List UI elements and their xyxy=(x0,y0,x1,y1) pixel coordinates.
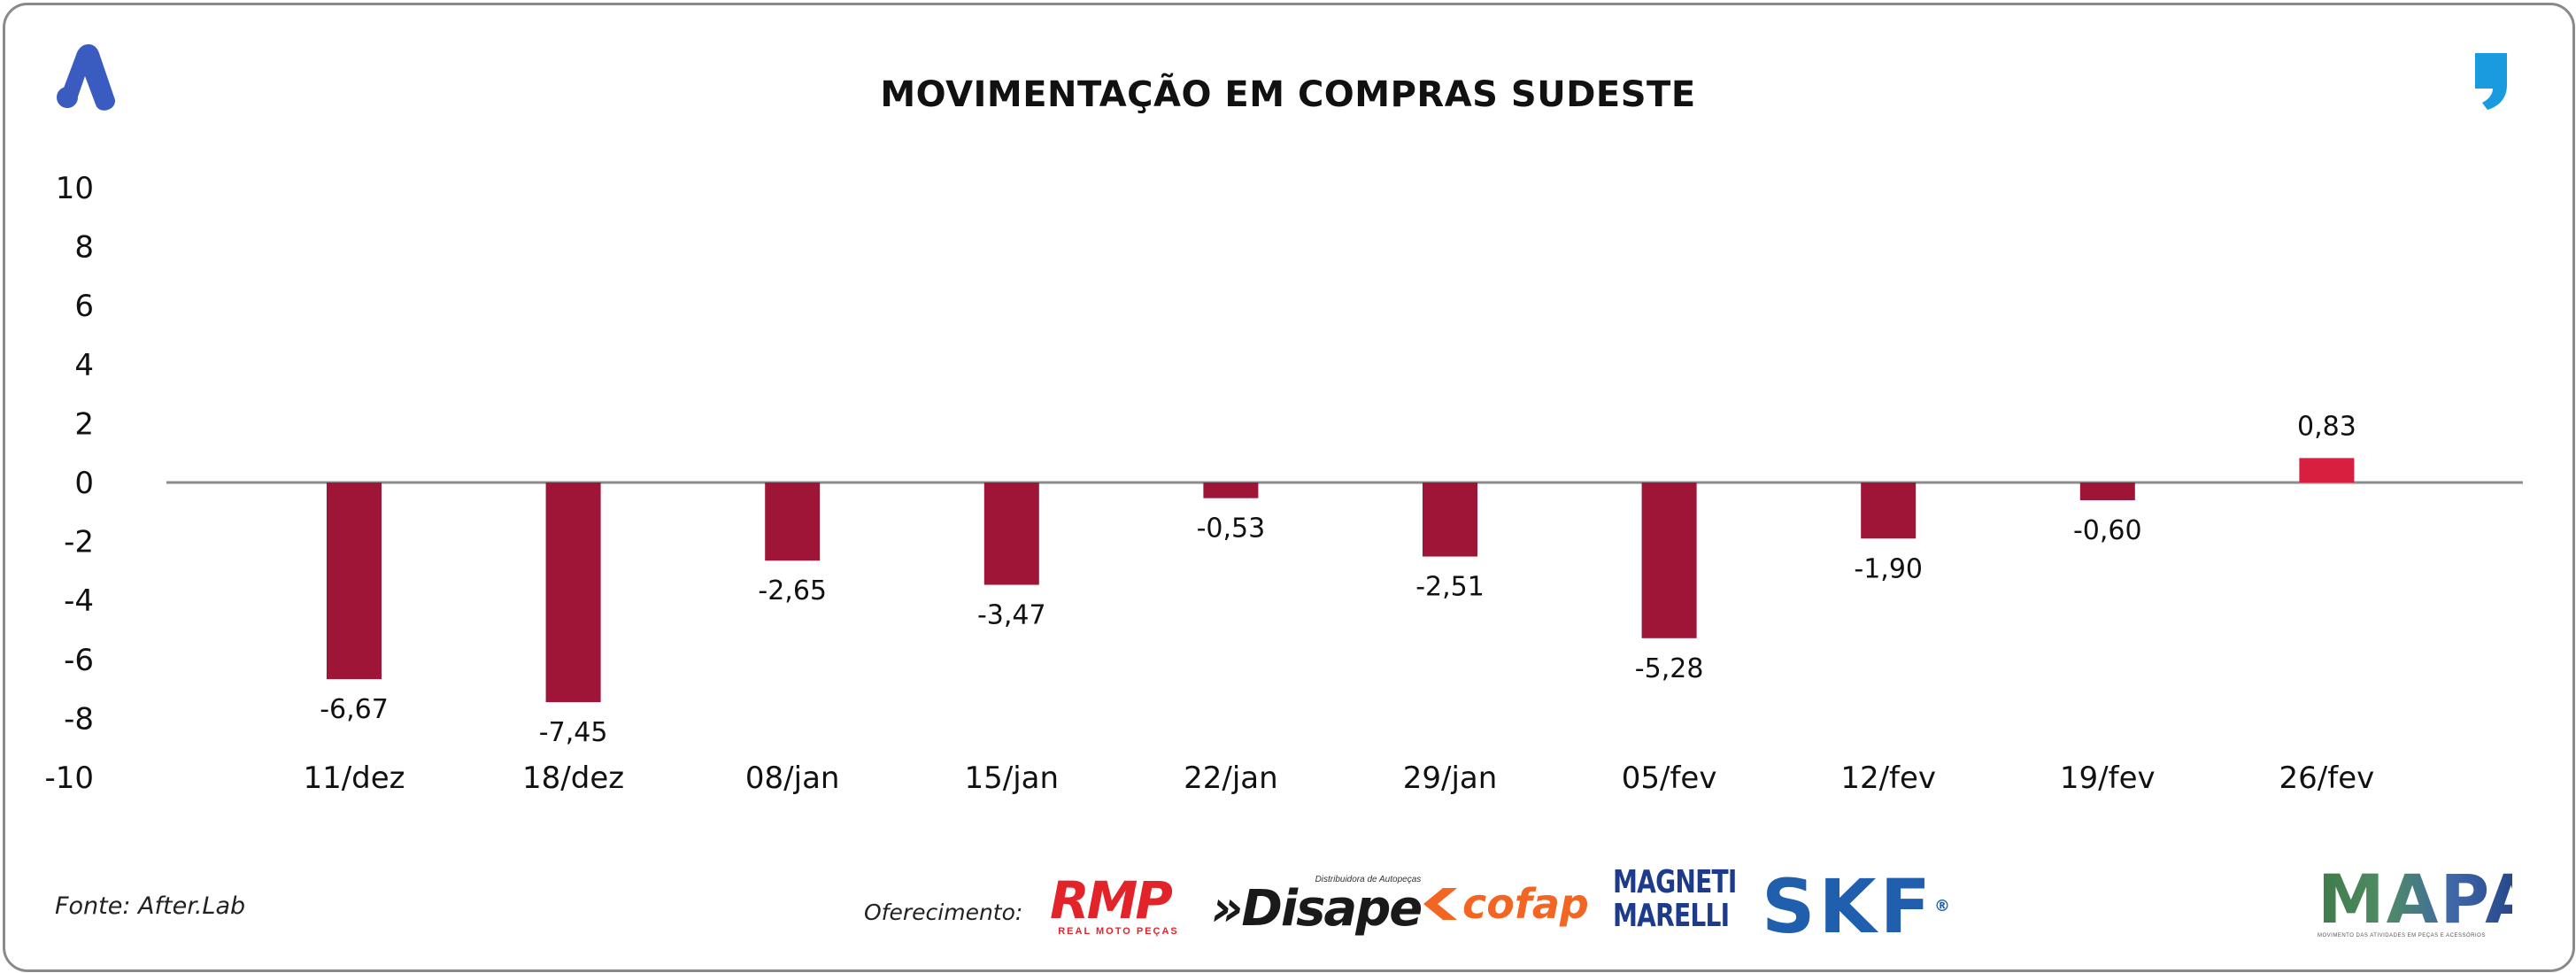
disape-logo-text: »Disape xyxy=(1211,880,1423,938)
y-tick-label: 2 xyxy=(74,406,94,442)
bar xyxy=(545,483,601,703)
bar xyxy=(1861,483,1917,539)
x-tick-label: 19/fev xyxy=(2060,761,2156,796)
data-label: -5,28 xyxy=(1635,653,1704,684)
mapa-logo-subtitle: MOVIMENTO DAS ATIVIDADES EM PEÇAS E ACES… xyxy=(2318,933,2486,938)
y-tick-label: -4 xyxy=(64,583,94,619)
data-label: -2,51 xyxy=(1415,572,1485,603)
y-tick-label: 10 xyxy=(56,171,94,206)
source-note: Fonte: After.Lab xyxy=(55,892,246,920)
rmp-logo-text: RMP xyxy=(1050,870,1173,931)
mapa-logo: MAPA MOVIMENTO DAS ATIVIDADES EM PEÇAS E… xyxy=(2318,860,2539,940)
data-label: -6,67 xyxy=(320,694,389,725)
disape-logo: Distribuidora de Autopeças »Disape xyxy=(1211,875,1423,938)
magneti-marelli-logo: MAGNETI MARELLI xyxy=(1613,866,1737,933)
data-label: -7,45 xyxy=(539,717,608,748)
y-tick-label: 0 xyxy=(74,466,94,501)
data-label: -2,65 xyxy=(758,575,827,606)
y-tick-label: -2 xyxy=(64,525,94,560)
x-tick-label: 22/jan xyxy=(1184,761,1278,796)
x-tick-label: 05/fev xyxy=(1622,761,1717,796)
skf-registered-mark: ® xyxy=(1933,897,1950,915)
skf-logo: SKF® xyxy=(1762,869,1950,944)
bar xyxy=(2299,458,2355,483)
disape-logo-subtitle: Distribuidora de Autopeças xyxy=(1315,875,1422,884)
data-label: -0,53 xyxy=(1197,514,1266,544)
bar xyxy=(1641,483,1697,638)
mapa-logo-text: MAPA xyxy=(2318,860,2539,938)
cofap-logo-text: cofap xyxy=(1462,880,1589,928)
cofap-chevron-icon xyxy=(1423,888,1457,920)
bar xyxy=(983,483,1039,585)
x-tick-label: 29/jan xyxy=(1403,761,1498,796)
sponsor-label: Oferecimento: xyxy=(864,900,1023,925)
y-tick-label: -6 xyxy=(64,643,94,678)
data-label: -3,47 xyxy=(977,600,1046,631)
bar xyxy=(1423,483,1477,557)
x-tick-label: 15/jan xyxy=(965,761,1060,796)
bar xyxy=(2079,483,2135,500)
quote-icon xyxy=(2475,53,2507,110)
magneti-logo-line1: MAGNETI xyxy=(1613,864,1737,900)
x-tick-label: 08/jan xyxy=(745,761,840,796)
y-tick-label: 6 xyxy=(74,289,94,324)
data-label: -1,90 xyxy=(1854,553,1923,584)
x-tick-label: 26/fev xyxy=(2279,761,2375,796)
bar-chart: 10 8 6 4 2 0 -2 -4 -6 -8 -10 -6,67 11/dez -7,45 18/dez… xyxy=(44,171,2523,796)
x-tick-label: 11/dez xyxy=(303,761,405,796)
y-tick-label: 8 xyxy=(74,230,94,266)
a-logo-icon xyxy=(57,44,116,111)
chart-frame xyxy=(3,3,2575,972)
bar xyxy=(765,483,821,561)
y-tick-label: -10 xyxy=(44,761,94,796)
x-tick-label: 18/dez xyxy=(522,761,624,796)
data-label: -0,60 xyxy=(2073,515,2142,546)
y-tick-label: -8 xyxy=(64,701,94,737)
rmp-logo: RMP REAL MOTO PEÇAS xyxy=(1050,870,1187,937)
rmp-logo-subtitle: REAL MOTO PEÇAS xyxy=(1058,926,1179,937)
data-label: 0,83 xyxy=(2297,411,2356,442)
x-tick-label: 12/fev xyxy=(1840,761,1936,796)
chart-title: MOVIMENTAÇÃO EM COMPRAS SUDESTE xyxy=(880,74,1696,115)
y-tick-label: 4 xyxy=(74,348,94,383)
cofap-logo: cofap xyxy=(1420,880,1589,928)
bar xyxy=(1203,483,1259,498)
magneti-logo-line2: MARELLI xyxy=(1613,898,1730,934)
skf-logo-text: SKF xyxy=(1762,863,1934,950)
bar xyxy=(327,483,382,680)
